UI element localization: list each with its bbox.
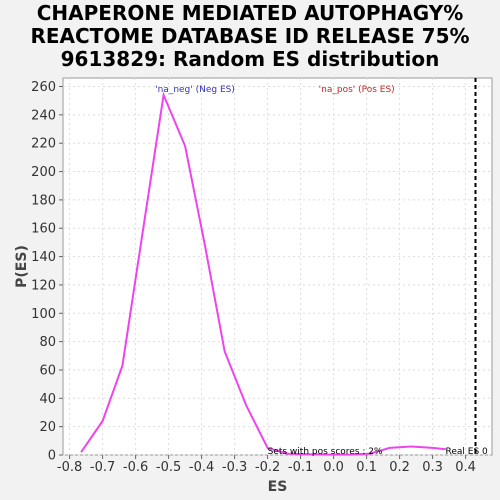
y-tick-label: 160 — [31, 222, 56, 237]
x-tick-label: 0.0 — [323, 460, 344, 475]
x-tick-label: -0.6 — [123, 460, 148, 475]
x-tick-label: 0.2 — [389, 460, 410, 475]
neg-es-label: 'na_neg' (Neg ES) — [155, 85, 235, 95]
y-tick-label: 60 — [39, 363, 56, 378]
y-tick-label: 180 — [31, 193, 56, 208]
y-axis-label: P(ES) — [14, 245, 30, 288]
x-tick-label: -0.2 — [255, 460, 280, 475]
x-tick-label: -0.3 — [222, 460, 247, 475]
y-tick-label: 40 — [39, 392, 56, 407]
x-tick-label: -0.8 — [57, 460, 82, 475]
x-tick-label: -0.7 — [90, 460, 115, 475]
plot-area — [62, 77, 493, 456]
y-tick-label: 140 — [31, 250, 56, 265]
es-distribution-line — [80, 91, 446, 456]
title-line-3: 9613829: Random ES distribution — [60, 47, 440, 71]
x-tick-label: 0.3 — [422, 460, 443, 475]
x-tick-label: 0.4 — [455, 460, 476, 475]
y-tick-label: 220 — [31, 137, 56, 152]
y-tick-label: 0 — [48, 449, 56, 464]
y-tick-label: 80 — [39, 335, 56, 350]
y-tick-label: 200 — [31, 165, 56, 180]
y-tick-label: 120 — [31, 278, 56, 293]
title-line-2: REACTOME DATABASE ID RELEASE 75% — [30, 24, 470, 48]
x-tick-label: -0.4 — [189, 460, 214, 475]
pos-scores-note: Sets with pos scores : 2% — [268, 447, 383, 457]
real-es-label: Real ES 0 — [446, 447, 489, 457]
x-tick-label: -0.1 — [288, 460, 313, 475]
grid-lines — [63, 78, 492, 456]
x-tick-label: 0.1 — [356, 460, 377, 475]
y-tick-label: 260 — [31, 80, 56, 95]
title-line-1: CHAPERONE MEDIATED AUTOPHAGY% — [36, 1, 464, 25]
x-axis: -0.8 -0.7 -0.6 -0.5 -0.4 -0.3 -0.2 -0.1 0.0 0.1 0.… — [57, 455, 476, 475]
y-tick-label: 20 — [39, 420, 56, 435]
x-axis-label: ES — [268, 479, 288, 495]
pos-es-label: 'na_pos' (Pos ES) — [319, 85, 395, 95]
chart-title: CHAPERONE MEDIATED AUTOPHAGY% REACTOME D… — [0, 2, 500, 71]
y-tick-label: 240 — [31, 108, 56, 123]
x-tick-label: -0.5 — [156, 460, 181, 475]
y-axis: 0 20 40 60 80 100 120 140 160 180 200 220 240 260 — [31, 80, 63, 464]
y-tick-label: 100 — [31, 307, 56, 322]
